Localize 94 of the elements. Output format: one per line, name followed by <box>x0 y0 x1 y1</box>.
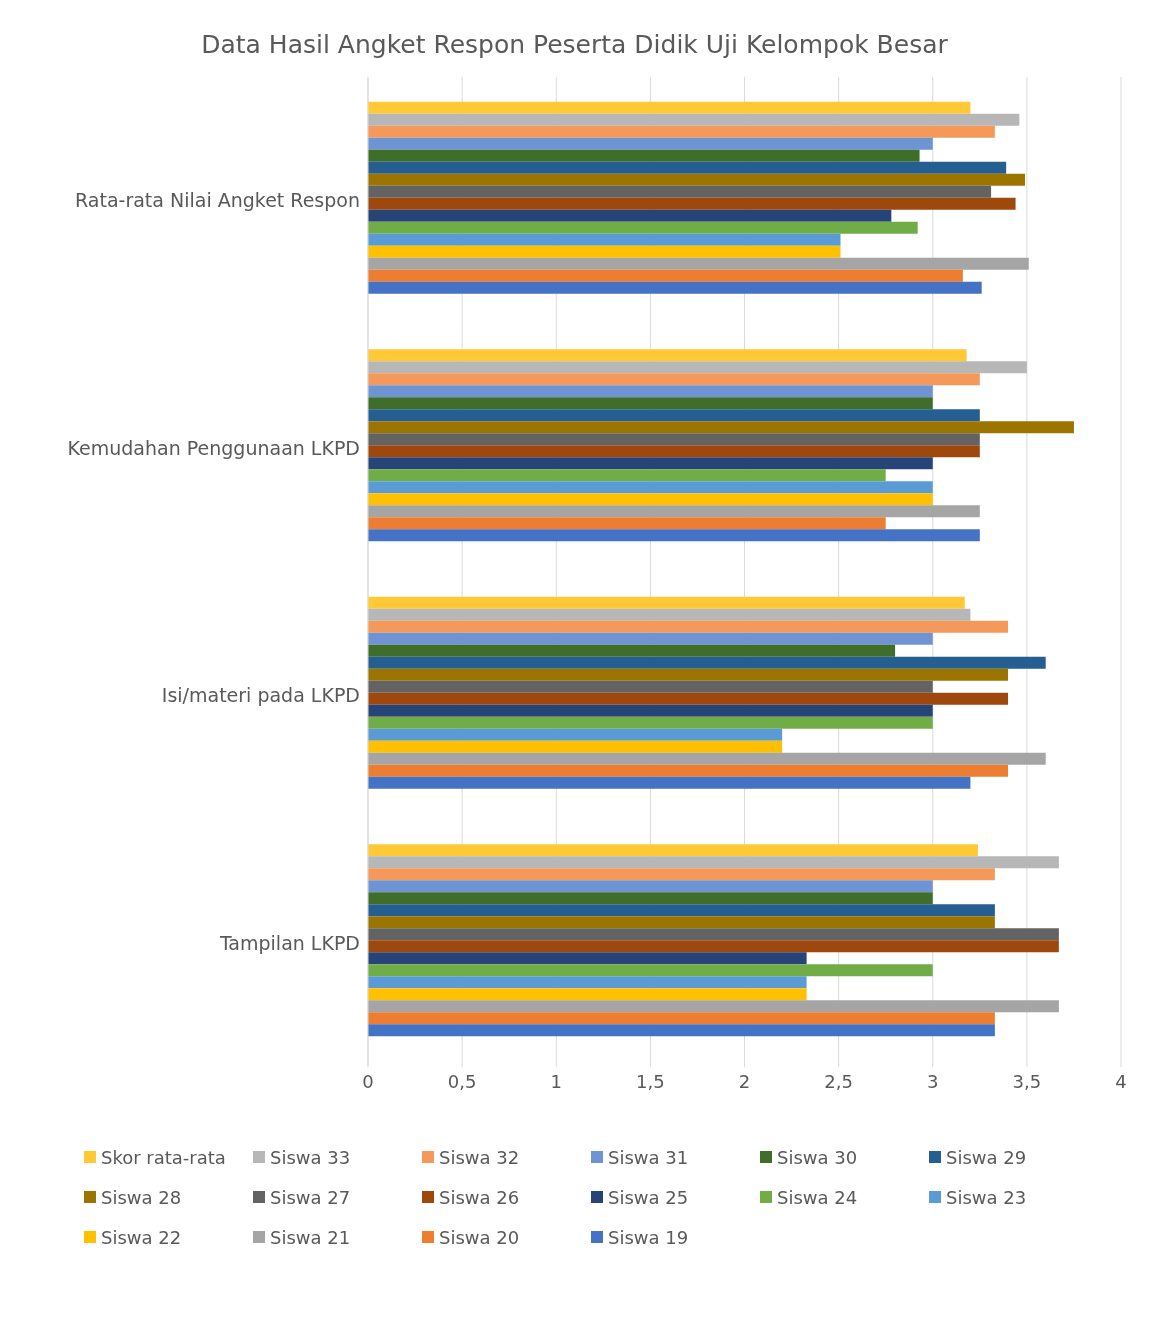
y-tick-label: Kemudahan Penggunaan LKPD <box>67 436 360 459</box>
bar <box>368 880 933 893</box>
x-tick-label: 0,5 <box>447 1070 477 1092</box>
bar <box>368 644 896 657</box>
bar <box>368 916 995 929</box>
bar <box>368 608 971 621</box>
x-tick-label: 2 <box>738 1070 751 1092</box>
bar <box>368 529 980 542</box>
bar <box>368 245 841 258</box>
bar <box>368 361 1027 374</box>
bar <box>368 856 1059 869</box>
bar <box>368 493 933 506</box>
x-tick-label: 0 <box>362 1070 374 1092</box>
legend-label: Siswa 31 <box>608 1146 689 1168</box>
bar <box>368 1000 1059 1013</box>
bar <box>368 197 1016 210</box>
bar <box>368 349 967 362</box>
bar <box>368 976 807 989</box>
bar <box>368 596 965 609</box>
x-tick-label: 1 <box>550 1070 562 1092</box>
bar <box>368 457 933 470</box>
bar <box>368 161 1007 174</box>
bar <box>368 764 1009 777</box>
bar <box>368 149 920 162</box>
bar <box>368 928 1059 941</box>
bar <box>368 481 933 494</box>
bar <box>368 385 933 398</box>
bar <box>368 173 1025 186</box>
bar <box>368 740 783 753</box>
legend-label: Siswa 32 <box>439 1146 520 1168</box>
bar <box>368 373 980 386</box>
bar <box>368 988 807 1001</box>
bar <box>368 704 933 717</box>
bar <box>368 397 933 410</box>
bar <box>368 868 995 881</box>
legend-label: Skor rata-rata <box>101 1146 226 1168</box>
bar <box>368 716 933 729</box>
chart-title: Data Hasil Angket Respon Peserta Didik Uji Kelompok Besar <box>200 29 949 61</box>
bar <box>368 409 980 422</box>
bar <box>368 421 1074 434</box>
bar <box>368 680 933 693</box>
bar <box>368 221 918 234</box>
bar <box>368 656 1046 669</box>
legend-label: Siswa 26 <box>439 1186 520 1208</box>
legend-label: Siswa 28 <box>101 1186 182 1208</box>
bar <box>368 281 982 294</box>
bar <box>368 892 933 905</box>
bar <box>368 233 841 246</box>
legend-label: Siswa 30 <box>777 1146 858 1168</box>
legend-label: Siswa 29 <box>946 1146 1027 1168</box>
bar <box>368 752 1046 765</box>
bar <box>368 469 886 482</box>
bar <box>368 125 995 138</box>
legend-label: Siswa 23 <box>946 1186 1027 1208</box>
bar <box>368 776 971 789</box>
x-tick-label: 4 <box>1115 1070 1127 1092</box>
bar <box>368 620 1009 633</box>
bar <box>368 668 1009 681</box>
bar <box>368 940 1059 953</box>
bar <box>368 964 933 977</box>
bar <box>368 904 995 917</box>
legend-label: Siswa 22 <box>101 1226 182 1248</box>
bar <box>368 185 992 198</box>
legend-label: Siswa 33 <box>270 1146 351 1168</box>
legend-label: Siswa 24 <box>777 1186 858 1208</box>
bar <box>368 113 1020 126</box>
bar <box>368 728 783 741</box>
bar <box>368 505 980 518</box>
bar <box>368 445 980 458</box>
legend-label: Siswa 20 <box>439 1226 520 1248</box>
bar <box>368 1012 995 1025</box>
bar <box>368 952 807 965</box>
x-tick-label: 2,5 <box>824 1070 853 1092</box>
x-tick-label: 3,5 <box>1012 1070 1042 1092</box>
y-tick-label: Isi/materi pada LKPD <box>161 684 360 707</box>
bar <box>368 433 980 446</box>
bar <box>368 257 1029 270</box>
bar <box>368 101 971 114</box>
legend-label: Siswa 19 <box>608 1226 689 1248</box>
bar <box>368 692 1009 705</box>
bar <box>368 844 978 857</box>
x-tick-label: 3 <box>927 1070 939 1092</box>
bar <box>368 1024 995 1037</box>
bar <box>368 517 886 530</box>
y-tick-label: Tampilan LKPD <box>218 931 360 954</box>
bar <box>368 269 963 282</box>
bar <box>368 632 933 645</box>
bar <box>368 137 933 150</box>
legend-label: Siswa 27 <box>270 1186 351 1208</box>
x-tick-label: 1,5 <box>636 1070 665 1092</box>
y-tick-label: Rata-rata Nilai Angket Respon <box>75 189 360 212</box>
legend-label: Siswa 21 <box>270 1226 351 1248</box>
bar <box>368 209 892 222</box>
legend-label: Siswa 25 <box>608 1186 689 1208</box>
